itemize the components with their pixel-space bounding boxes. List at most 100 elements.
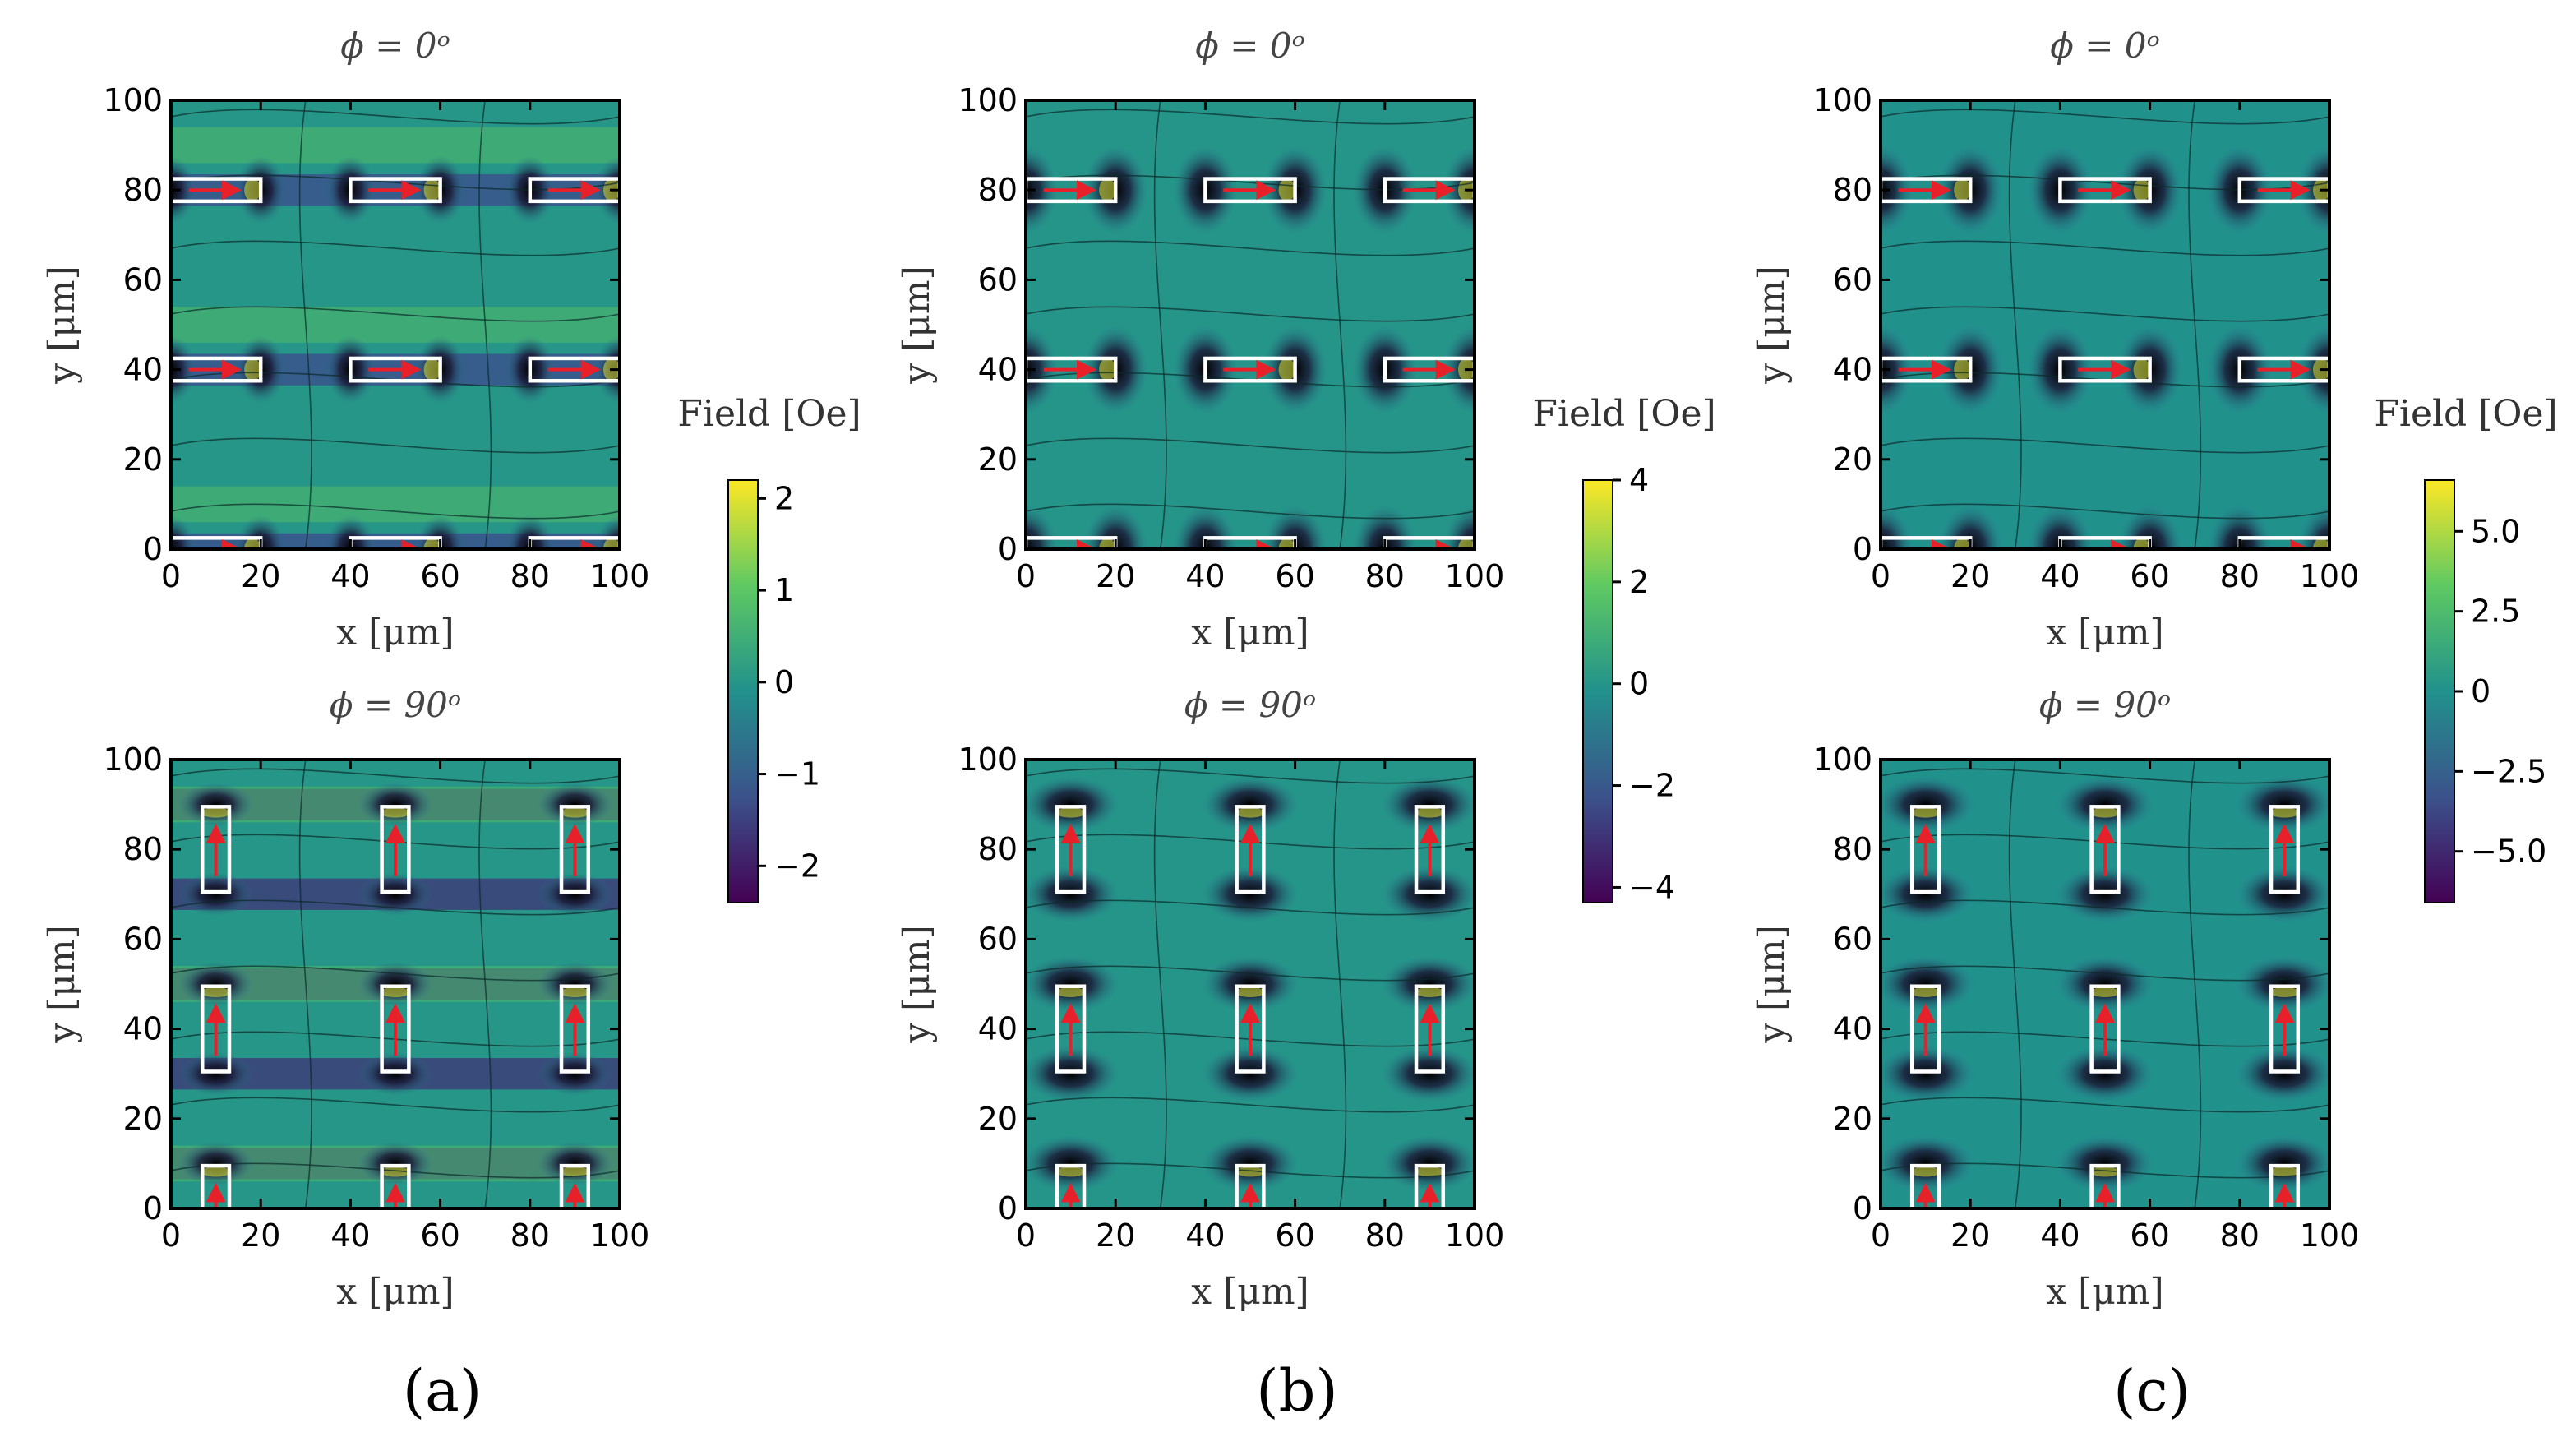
field-map: [1881, 100, 2329, 549]
y-axis-label: y [μm]: [1751, 925, 1793, 1044]
y-tick-label: 80: [1833, 831, 1872, 867]
pole-field-bright: [201, 1167, 231, 1177]
x-tick-label: 0: [161, 558, 181, 594]
y-tick-label: 60: [1833, 921, 1872, 957]
magnet-outline: [559, 1163, 591, 1208]
pole-field: [1202, 1045, 1299, 1102]
pole-field: [1381, 955, 1475, 1013]
contour-line: [1881, 240, 2329, 256]
magnet-outline: [1909, 984, 1941, 1074]
heatmap-plot-c-phi90: 0 20 40 60 80 100 0 20 40 60 80 100 ϕ = 90ᵒ x [μm] y […: [1751, 685, 2359, 1313]
y-tick-label: 60: [978, 261, 1018, 298]
x-tick-label: 0: [1871, 1217, 1890, 1254]
x-tick-label: 0: [1016, 558, 1036, 594]
pole-field: [2236, 1045, 2329, 1102]
pole-field: [1381, 1045, 1475, 1102]
pole-field: [2236, 955, 2329, 1013]
y-tick-label: 80: [1833, 172, 1872, 208]
contour-line: [1881, 503, 2329, 520]
pole-field-bright: [2269, 1167, 2300, 1177]
y-tick-label: 0: [1853, 531, 1872, 567]
pole-field: [1881, 955, 1974, 1013]
pole-field: [1381, 776, 1475, 833]
magnet-outline: [559, 984, 591, 1074]
colorbar-tick-label: −2: [774, 848, 820, 884]
heatmap-plot-b-phi90: 0 20 40 60 80 100 0 20 40 60 80 100 ϕ = 90ᵒ x [μm] y […: [896, 685, 1505, 1313]
x-tick-label: 100: [590, 1217, 650, 1254]
y-axis-label: y [μm]: [896, 266, 938, 385]
colorbar-gradient: [2424, 479, 2455, 903]
pole-field: [2236, 866, 2329, 923]
magnet-outline: [1881, 177, 1973, 204]
pole-field: [178, 1141, 254, 1186]
pole-field: [1881, 325, 1914, 414]
colorbar-tick-label: 2: [1629, 564, 1649, 600]
y-axis-label: y [μm]: [41, 925, 83, 1044]
field-band: [171, 307, 620, 343]
y-tick-label: 20: [1833, 441, 1872, 478]
contour-line: [1026, 1097, 1475, 1113]
magnet-outline: [380, 805, 411, 894]
field-band: [171, 1237, 620, 1268]
x-tick-label: 60: [1275, 558, 1314, 594]
contour-line: [658, 760, 670, 1208]
contour-line: [1881, 768, 2329, 784]
plot-frame: [1879, 99, 2331, 551]
magnet-outline: [1414, 984, 1446, 1074]
magnet-outline: [1235, 984, 1266, 1074]
field-map: [171, 760, 670, 1268]
magnet-outline: [1909, 805, 1941, 894]
magnet-outline: [349, 177, 442, 204]
x-tick-label: 60: [2130, 1217, 2169, 1254]
pole-field: [178, 872, 254, 917]
pole-field: [1026, 1045, 1119, 1102]
magnet-outline: [559, 805, 591, 894]
colorbar-tick-label: 0: [2471, 673, 2491, 709]
colorbar-gradient: [1582, 479, 1613, 903]
contour-line: [1333, 100, 1347, 549]
colorbar-label: Field [Oe]: [1532, 393, 1715, 435]
pole-field-bright: [1278, 358, 1295, 381]
contour-line: [298, 760, 312, 1208]
y-tick-label: 0: [998, 1190, 1018, 1227]
x-tick-label: 40: [2040, 558, 2080, 594]
pole-field: [1202, 866, 1299, 923]
x-tick-label: 100: [590, 558, 650, 594]
pole-field-bright: [1910, 807, 1941, 818]
y-tick-label: 40: [1833, 352, 1872, 388]
magnet-outline: [200, 984, 232, 1074]
x-axis-label: x [μm]: [336, 1271, 454, 1313]
contour-line: [658, 100, 670, 549]
pole-field-bright: [560, 807, 590, 818]
colorbar-tick-label: −5.0: [2471, 834, 2546, 870]
x-tick-label: 80: [2220, 558, 2260, 594]
contour-line: [478, 100, 492, 549]
colorbar-tick-label: −2: [1629, 768, 1675, 804]
magnet-outline: [2089, 1163, 2121, 1208]
pole-field-bright: [1910, 987, 1941, 997]
magnet-outline: [171, 356, 263, 383]
pole-field: [1202, 776, 1299, 833]
pole-field-bright: [1278, 178, 1295, 202]
contour-line: [1881, 437, 2329, 454]
pole-field: [1881, 776, 1974, 833]
pole-field-bright: [2090, 987, 2120, 997]
pole-field-bright: [1235, 987, 1265, 997]
x-tick-label: 40: [1185, 1217, 1225, 1254]
panel-label: (b): [1256, 1357, 1337, 1425]
y-tick-label: 60: [123, 261, 163, 298]
x-axis-label: x [μm]: [1191, 612, 1309, 654]
magnet-outline: [1055, 984, 1087, 1074]
y-tick-label: 100: [958, 82, 1018, 118]
colorbar-label: Field [Oe]: [677, 393, 861, 435]
magnet-outline: [2269, 805, 2301, 894]
pole-field: [178, 1051, 254, 1096]
plot-frame: [169, 758, 621, 1210]
y-tick-label: 40: [978, 352, 1018, 388]
x-tick-label: 20: [241, 1217, 280, 1254]
x-tick-label: 20: [1096, 1217, 1135, 1254]
x-tick-label: 100: [1445, 1217, 1505, 1254]
pole-field-bright: [423, 358, 441, 381]
y-tick-label: 100: [958, 741, 1018, 778]
pole-field: [2057, 955, 2154, 1013]
